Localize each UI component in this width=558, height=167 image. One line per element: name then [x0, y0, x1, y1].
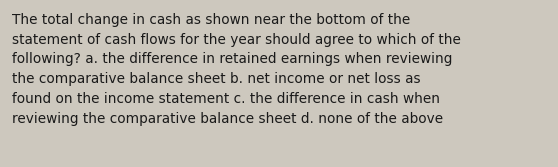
- Text: The total change in cash as shown near the bottom of the
statement of cash flows: The total change in cash as shown near t…: [12, 13, 461, 126]
